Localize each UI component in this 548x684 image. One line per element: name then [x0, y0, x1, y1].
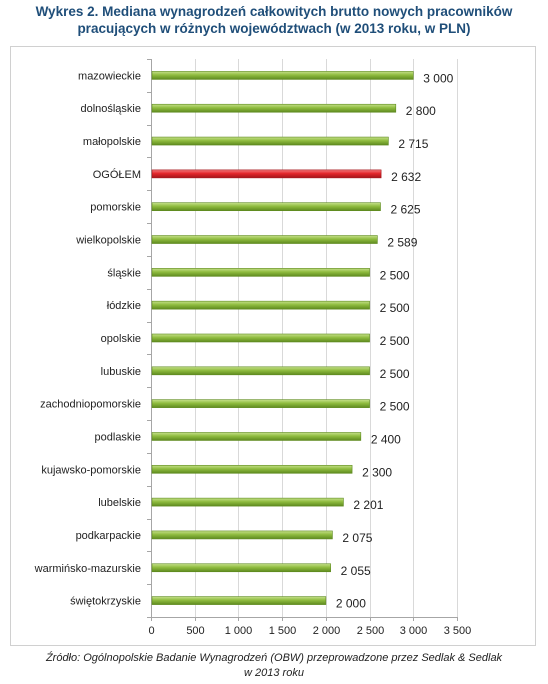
bar-kujawsko-pomorskie — [151, 464, 353, 474]
value-label: 2 500 — [380, 334, 410, 348]
category-labels: mazowieckie dolnośląskie małopolskie OGÓŁEM… — [34, 70, 141, 607]
chart-title-line-1: Wykres 2. Mediana wynagrodzeń całkowityc… — [35, 4, 513, 19]
x-tick-label: 2 500 — [357, 625, 385, 637]
x-tick-label: 0 — [148, 625, 154, 637]
value-label: 2 589 — [387, 236, 417, 250]
bar-malopolskie — [151, 136, 389, 146]
value-label: 2 500 — [380, 268, 410, 282]
value-label: 2 500 — [380, 367, 410, 381]
bar-dolnoslaskie — [151, 103, 397, 113]
source-line-1: Źródło: Ogólnopolskie Badanie Wynagrodze… — [45, 652, 503, 664]
category-label: kujawsko-pomorskie — [41, 464, 141, 476]
bars — [151, 71, 414, 605]
bar-mazowieckie — [151, 71, 414, 80]
value-label: 2 055 — [341, 564, 371, 578]
value-label: 2 625 — [391, 203, 421, 217]
x-tick-label: 1 000 — [225, 625, 253, 637]
bar-podlaskie — [151, 432, 362, 441]
category-label: warmińsko-mazurskie — [34, 563, 141, 575]
category-label: OGÓŁEM — [93, 168, 141, 181]
bar-pomorskie — [151, 202, 381, 212]
chart-title: Wykres 2. Mediana wynagrodzeń całkowityc… — [0, 3, 548, 37]
category-label: lubelskie — [98, 497, 141, 509]
x-tick-label: 500 — [186, 625, 204, 637]
value-label: 2 400 — [371, 432, 401, 446]
category-label: opolskie — [101, 333, 141, 345]
value-label: 3 000 — [423, 71, 453, 85]
source-note: Źródło: Ogólnopolskie Badanie Wynagrodze… — [0, 651, 548, 681]
category-label: pomorskie — [90, 202, 141, 214]
category-label: podkarpackie — [76, 530, 141, 542]
x-tick-label: 2 000 — [313, 625, 341, 637]
value-label: 2 800 — [406, 104, 436, 118]
chart-frame — [10, 46, 536, 646]
category-label: wielkopolskie — [75, 235, 141, 247]
bar-ogolem — [151, 169, 382, 179]
bar-opolskie — [151, 333, 370, 343]
bar-lubuskie — [151, 366, 370, 376]
bar-wielkopolskie — [151, 235, 378, 244]
bar-lodzkie — [151, 300, 370, 310]
category-label: małopolskie — [83, 136, 141, 148]
bar-swietokrzyskie — [151, 596, 327, 605]
value-label: 2 000 — [336, 597, 366, 611]
value-label: 2 075 — [342, 531, 372, 545]
bar-zachodniopomorskie — [151, 399, 370, 408]
category-label: mazowieckie — [78, 70, 141, 82]
x-tick-label: 1 500 — [269, 625, 297, 637]
bar-lubelskie — [151, 497, 344, 507]
category-label: świętokrzyskie — [70, 596, 141, 608]
category-label: podlaskie — [95, 431, 141, 443]
category-label: łódzkie — [107, 300, 141, 312]
value-label: 2 715 — [398, 137, 428, 151]
value-label: 2 632 — [391, 170, 421, 184]
x-axis-tick-labels: 0 500 1 000 1 500 2 000 2 500 3 000 3 500 — [148, 625, 471, 637]
chart-title-line-2: pracujących w różnych województwach (w 2… — [77, 21, 471, 36]
bar-podkarpackie — [151, 530, 333, 540]
value-label: 2 500 — [380, 301, 410, 315]
value-label: 2 300 — [362, 465, 392, 479]
value-labels: 3 000 2 800 2 715 2 632 2 625 2 589 2 500 2 500… — [336, 71, 454, 610]
value-label: 2 201 — [353, 498, 383, 512]
category-label: śląskie — [107, 267, 141, 279]
category-label: zachodniopomorskie — [40, 399, 141, 411]
bar-warminsko-mazurskie — [151, 563, 331, 573]
bar-slaskie — [151, 268, 370, 277]
value-label: 2 500 — [380, 400, 410, 414]
x-tick-label: 3 000 — [400, 625, 428, 637]
x-tick-label: 3 500 — [444, 625, 472, 637]
category-label: dolnośląskie — [80, 103, 141, 115]
category-label: lubuskie — [101, 366, 141, 378]
source-line-2: w 2013 roku — [244, 667, 304, 679]
